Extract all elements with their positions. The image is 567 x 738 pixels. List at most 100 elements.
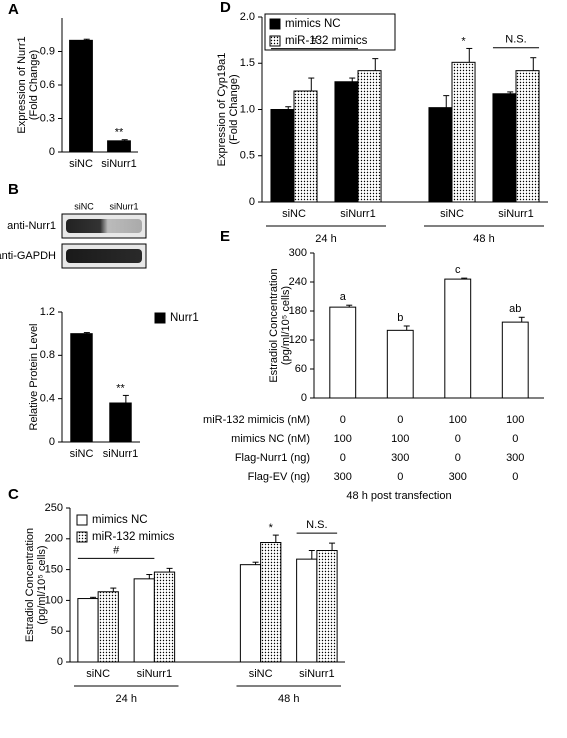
panel-label: A xyxy=(8,1,19,18)
table-row-label: mimics NC (nM) xyxy=(231,433,310,445)
blot-row-label: anti-GAPDH xyxy=(0,250,56,262)
error-bar xyxy=(443,95,450,108)
annotation: ** xyxy=(115,127,124,139)
x-tick-label: siNurr1 xyxy=(340,208,375,220)
error-bar xyxy=(461,277,468,280)
bar xyxy=(492,93,517,203)
error-bar xyxy=(507,91,514,94)
x-axis-label: 48 h post transfection xyxy=(346,490,451,502)
error-bar xyxy=(466,47,473,63)
table-cell: 0 xyxy=(512,433,518,445)
y-tick-label: 0 xyxy=(49,146,55,158)
annotation: N.S. xyxy=(505,34,526,46)
x-tick-label: siNC xyxy=(282,208,306,220)
y-tick-label: 60 xyxy=(295,363,307,375)
annotation: ** xyxy=(116,382,125,394)
legend-swatch xyxy=(76,514,88,526)
y-tick-label: 0.8 xyxy=(40,349,55,361)
blot-band xyxy=(66,219,142,233)
y-tick-label: 150 xyxy=(45,564,63,576)
x-tick-label: siNC xyxy=(70,448,94,460)
legend-label: Nurr1 xyxy=(170,312,199,324)
table-cell: 100 xyxy=(334,433,352,445)
table-cell: 300 xyxy=(449,471,467,483)
bar xyxy=(316,550,338,663)
panel-label: E xyxy=(220,228,230,245)
table-row-label: Flag-Nurr1 (ng) xyxy=(235,452,310,464)
western-blot: siNC siNurr1 anti-Nurr1 anti-GAPDH xyxy=(0,201,147,269)
error-bar xyxy=(530,57,537,71)
y-tick-label: 0.4 xyxy=(40,393,55,405)
panel-label: B xyxy=(8,181,19,198)
x-tick-label: siNC xyxy=(440,208,464,220)
y-tick-label: 300 xyxy=(289,247,307,259)
group-label: 24 h xyxy=(116,693,137,705)
bar xyxy=(296,558,318,663)
bar xyxy=(501,321,529,399)
bar xyxy=(451,61,476,203)
bar xyxy=(386,329,414,399)
annotation: # xyxy=(113,544,120,556)
table-cell: 300 xyxy=(334,471,352,483)
bar xyxy=(293,90,318,203)
y-tick-label: 0.3 xyxy=(40,112,55,124)
bar xyxy=(270,109,295,203)
y-tick-label: 0.6 xyxy=(40,79,55,91)
y-axis-label: Expression of Nurr1 xyxy=(16,36,28,133)
table-cell: 0 xyxy=(455,433,461,445)
x-tick-label: siNurr1 xyxy=(299,668,334,680)
legend-label: miR-132 mimics xyxy=(285,35,368,47)
x-tick-label: siNurr1 xyxy=(101,158,136,170)
table-cell: 100 xyxy=(506,414,524,426)
lane-label: siNC xyxy=(74,201,94,211)
legend-swatch xyxy=(76,531,88,543)
y-axis-label: (Fold Change) xyxy=(228,74,240,144)
error-bar xyxy=(83,38,90,41)
blot-band xyxy=(66,249,142,263)
table-cell: 0 xyxy=(455,452,461,464)
value-label: ab xyxy=(509,303,521,315)
x-tick-label: siNC xyxy=(249,668,273,680)
error-bar xyxy=(83,332,90,334)
y-tick-label: 240 xyxy=(289,276,307,288)
legend-label: mimics NC xyxy=(285,18,341,30)
y-axis-label: Expression of Cyp19a1 xyxy=(216,53,228,167)
bar xyxy=(133,578,155,663)
error-bar xyxy=(121,139,128,141)
table-row-label: miR-132 mimicis (nM) xyxy=(203,414,310,426)
y-tick-label: 120 xyxy=(289,334,307,346)
error-bar xyxy=(308,77,315,91)
bar xyxy=(515,70,540,203)
y-tick-label: 1.5 xyxy=(240,57,255,69)
table-row-label: Flag-EV (ng) xyxy=(248,471,310,483)
bar xyxy=(334,81,359,203)
error-bar xyxy=(166,567,173,573)
legend-label: miR-132 mimics xyxy=(92,531,175,543)
y-axis-label: Relative Protein Level xyxy=(28,323,40,430)
annotation: * xyxy=(269,522,274,534)
lane-label: siNurr1 xyxy=(109,201,138,211)
legend-swatch xyxy=(154,312,166,324)
y-tick-label: 1.2 xyxy=(40,306,55,318)
error-bar xyxy=(122,394,129,403)
error-bar xyxy=(372,58,379,71)
error-bar xyxy=(349,77,356,82)
legend-swatch xyxy=(269,35,281,47)
y-tick-label: 0.9 xyxy=(40,45,55,57)
bar xyxy=(239,564,262,663)
blot-row-label: anti-Nurr1 xyxy=(7,220,56,232)
legend-label: mimics NC xyxy=(92,514,148,526)
table-cell: 0 xyxy=(397,471,403,483)
y-axis-label: (pg/ml/10⁵ cells) xyxy=(280,286,292,365)
error-bar xyxy=(403,325,410,331)
bar xyxy=(260,541,282,663)
error-bar xyxy=(146,574,153,579)
x-tick-label: siNurr1 xyxy=(498,208,533,220)
group-label: 48 h xyxy=(473,233,494,245)
y-tick-label: 200 xyxy=(45,533,63,545)
value-label: c xyxy=(455,264,461,276)
table-cell: 100 xyxy=(391,433,409,445)
error-bar xyxy=(110,587,117,592)
panel-label: C xyxy=(8,486,19,503)
error-bar xyxy=(272,534,279,543)
